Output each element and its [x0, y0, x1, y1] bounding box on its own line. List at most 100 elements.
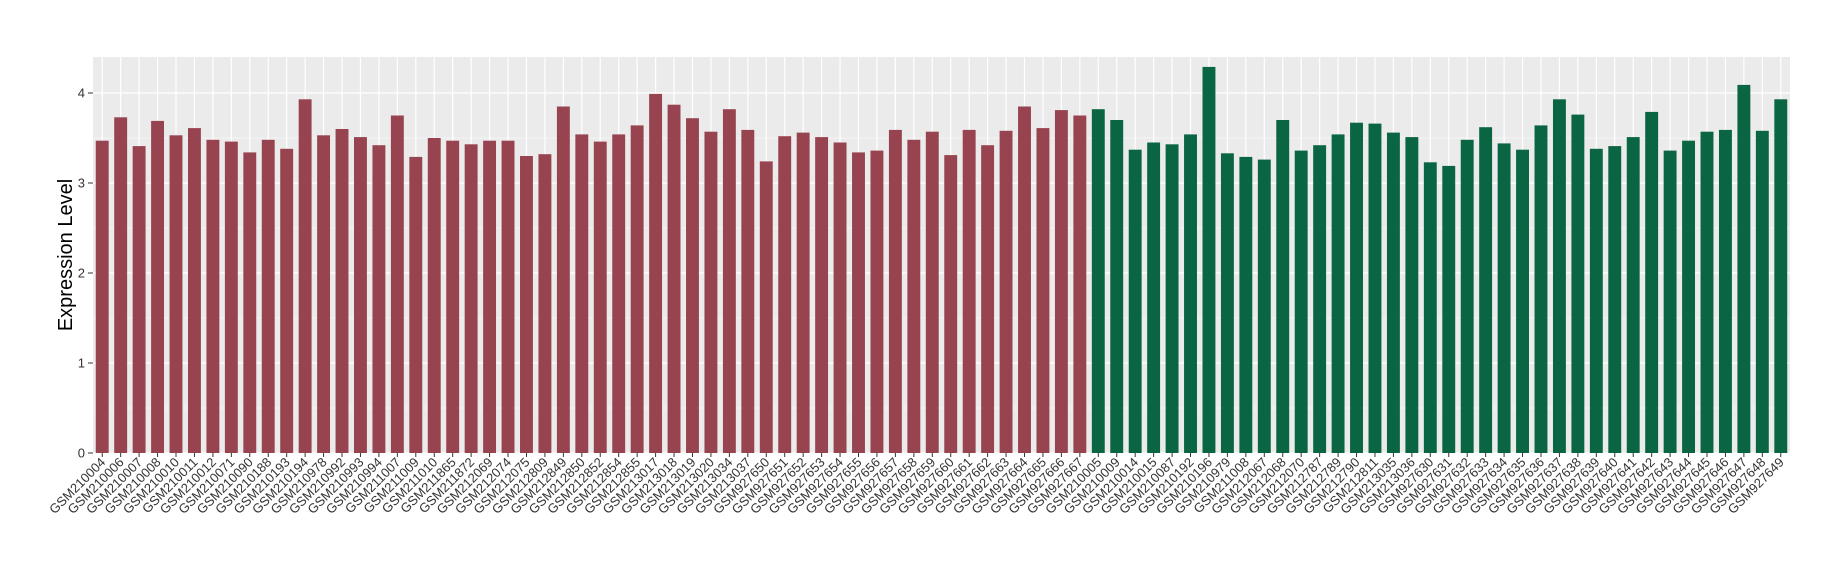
- bar-GSM927651: [778, 136, 792, 453]
- bar-GSM213037: [741, 129, 755, 453]
- bar-GSM927647: [1737, 84, 1751, 454]
- bar-GSM927630: [1423, 162, 1437, 454]
- y-tick-label: 0: [78, 446, 85, 461]
- bar-GSM210194: [298, 99, 312, 454]
- bar-GSM927660: [944, 155, 958, 453]
- bar-GSM212855: [630, 125, 644, 454]
- bar-GSM927663: [999, 130, 1013, 454]
- bar-GSM927648: [1755, 130, 1769, 454]
- bar-GSM211008: [1239, 156, 1253, 453]
- bar-GSM927659: [925, 131, 939, 453]
- bar-GSM210090: [243, 152, 257, 453]
- bar-GSM927652: [796, 132, 810, 453]
- bar-GSM212852: [593, 141, 607, 453]
- bar-GSM927657: [888, 129, 902, 453]
- bar-GSM210192: [1184, 134, 1197, 453]
- bar-GSM927643: [1663, 150, 1677, 453]
- bar-GSM210193: [280, 148, 294, 454]
- bar-GSM210994: [372, 145, 386, 453]
- bar-GSM927664: [1018, 106, 1031, 453]
- bar-GSM213020: [704, 131, 718, 453]
- bar-GSM212067: [1257, 159, 1271, 453]
- bar-GSM210015: [1147, 142, 1161, 453]
- bar-GSM211872: [464, 144, 478, 454]
- bar-GSM210087: [1165, 144, 1179, 454]
- bar-GSM212074: [501, 140, 515, 453]
- bar-GSM210006: [114, 117, 128, 454]
- bar-GSM210992: [335, 129, 349, 453]
- bar-GSM927667: [1073, 115, 1087, 453]
- bar-GSM927649: [1774, 99, 1788, 454]
- bar-GSM211007: [390, 115, 404, 453]
- bar-GSM927632: [1460, 139, 1474, 454]
- bar-GSM210007: [132, 146, 146, 453]
- bar-GSM212790: [1350, 122, 1363, 453]
- bar-GSM927655: [852, 152, 865, 453]
- bar-GSM212068: [1276, 120, 1290, 453]
- y-tick-label: 4: [78, 86, 85, 101]
- bar-GSM927666: [1054, 110, 1068, 453]
- bar-GSM927661: [962, 129, 976, 453]
- x-axis: GSM210004GSM210006GSM210007GSM210008GSM2…: [46, 453, 1787, 517]
- bar-GSM927650: [759, 161, 773, 453]
- bar-GSM927635: [1516, 149, 1529, 453]
- bar-GSM210009: [1110, 120, 1124, 453]
- bar-GSM210979: [1220, 153, 1234, 454]
- bar-GSM210071: [224, 141, 238, 453]
- bar-GSM213035: [1386, 132, 1400, 453]
- bar-GSM927645: [1700, 131, 1714, 453]
- bar-GSM927631: [1442, 165, 1456, 453]
- bar-GSM927653: [815, 137, 829, 453]
- y-tick-label: 3: [78, 176, 85, 191]
- bar-GSM212787: [1313, 145, 1327, 453]
- y-axis: 0 1 2 3 4: [78, 86, 93, 461]
- bar-GSM213017: [649, 93, 663, 454]
- bar-GSM212069: [483, 140, 497, 453]
- bar-GSM927640: [1608, 146, 1622, 453]
- bar-GSM927633: [1479, 127, 1493, 453]
- bar-GSM210188: [261, 139, 275, 454]
- bar-GSM210993: [354, 137, 367, 453]
- bar-GSM212850: [575, 134, 589, 453]
- bar-GSM211009: [409, 156, 423, 453]
- bar-GSM212070: [1294, 150, 1308, 453]
- bar-GSM213036: [1405, 137, 1419, 453]
- y-tick-label: 2: [78, 266, 85, 281]
- bar-GSM210978: [317, 135, 331, 454]
- bar-GSM212075: [520, 156, 533, 453]
- y-tick-label: 1: [78, 356, 85, 371]
- bar-GSM210011: [187, 128, 201, 453]
- bar-GSM927658: [907, 139, 921, 454]
- bar-GSM210010: [169, 135, 183, 454]
- bar-GSM927638: [1571, 114, 1585, 453]
- bar-GSM927639: [1589, 148, 1603, 454]
- bar-GSM927641: [1626, 137, 1640, 453]
- bar-GSM212849: [556, 106, 570, 453]
- bar-GSM210012: [206, 139, 220, 454]
- bar-GSM212789: [1331, 134, 1345, 453]
- bar-GSM213019: [686, 118, 699, 453]
- bar-GSM212811: [1368, 123, 1382, 453]
- bar-GSM211010: [427, 138, 441, 453]
- bar-GSM927644: [1682, 140, 1696, 453]
- bar-GSM212809: [538, 154, 552, 453]
- bar-GSM210005: [1091, 109, 1105, 453]
- bar-GSM213018: [667, 104, 681, 453]
- bar-GSM927636: [1534, 125, 1548, 454]
- bar-GSM210004: [95, 140, 109, 453]
- bars: [95, 66, 1788, 454]
- bar-GSM927654: [833, 142, 847, 453]
- bar-GSM927656: [870, 150, 884, 453]
- bar-GSM210014: [1128, 149, 1142, 453]
- bar-GSM212854: [612, 134, 626, 453]
- bar-GSM211865: [446, 140, 460, 453]
- bar-GSM927642: [1645, 111, 1659, 454]
- y-axis-title: Expression Level: [55, 179, 77, 331]
- bar-GSM927637: [1552, 99, 1566, 454]
- bar-GSM210196: [1202, 66, 1216, 454]
- bar-GSM927646: [1718, 129, 1732, 453]
- bar-GSM210008: [151, 120, 165, 454]
- bar-GSM927634: [1497, 143, 1511, 453]
- bar-GSM213034: [722, 109, 736, 453]
